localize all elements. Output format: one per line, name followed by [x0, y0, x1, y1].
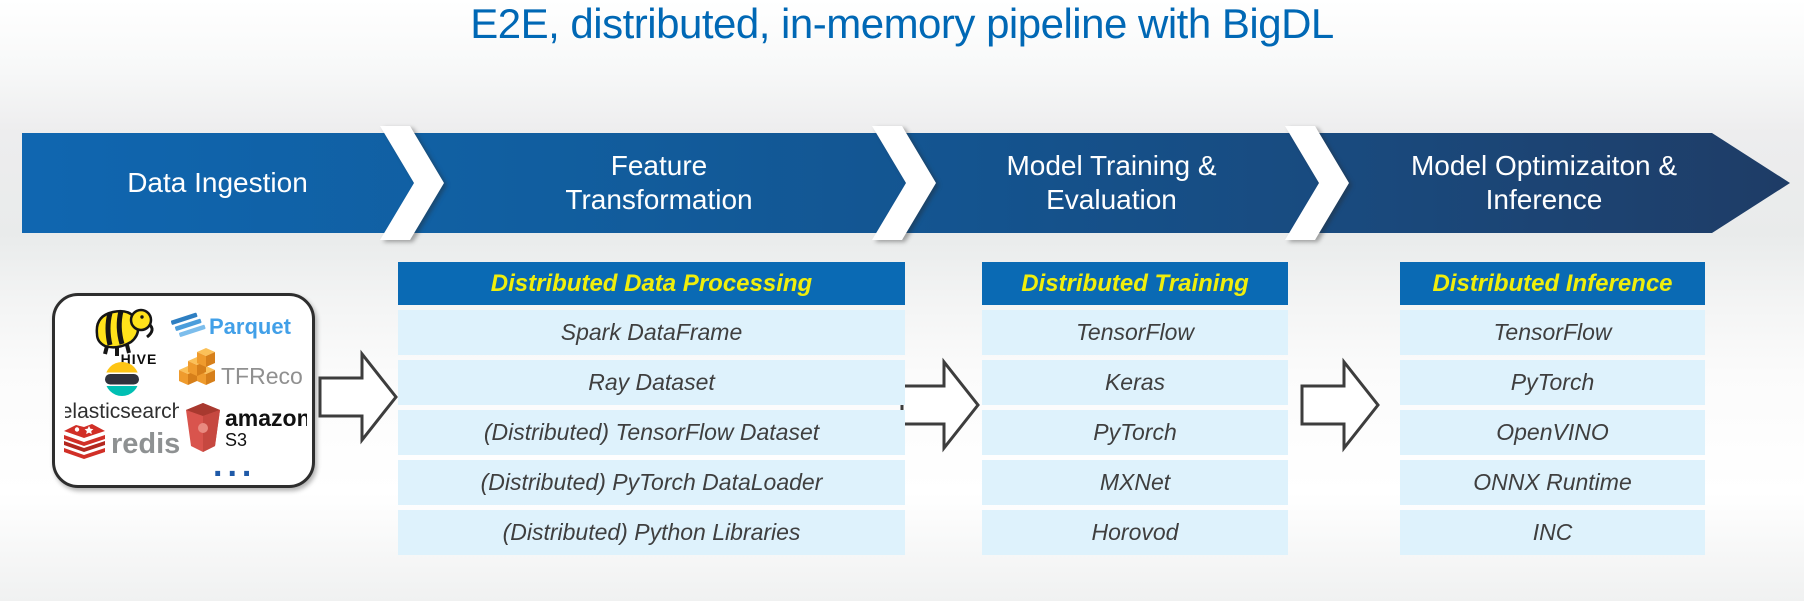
- table-header: Distributed Data Processing: [398, 262, 905, 305]
- table-row: (Distributed) PyTorch DataLoader: [398, 460, 905, 505]
- stage-model-training: Model Training & Evaluation: [905, 133, 1318, 233]
- chevron-separator-icon: [380, 126, 444, 240]
- stage-label: Evaluation: [1046, 184, 1177, 215]
- table-header: Distributed Training: [982, 262, 1288, 305]
- page-title: E2E, distributed, in-memory pipeline wit…: [470, 0, 1334, 47]
- stage-label: Transformation: [565, 184, 753, 215]
- table-distributed-data-processing: Distributed Data Processing Spark DataFr…: [398, 262, 905, 555]
- stage-label: Data Ingestion: [127, 167, 308, 198]
- table-row: Spark DataFrame: [398, 310, 905, 355]
- redis-label: redis: [111, 428, 180, 460]
- table-row: ONNX Runtime: [1400, 460, 1705, 505]
- chevron-separator-icon: [1285, 126, 1349, 240]
- stage-label: Inference: [1485, 184, 1603, 215]
- flow-arrow-icon: [1300, 357, 1380, 453]
- amazon-s3-logo-icon: amazon S3: [186, 403, 307, 452]
- stage-data-ingestion: Data Ingestion: [22, 133, 413, 233]
- chevron-separator-icon: [872, 126, 936, 240]
- tfrecord-logo-icon: TFRecord: [179, 348, 303, 389]
- table-distributed-inference: Distributed Inference TensorFlow PyTorch…: [1400, 262, 1705, 555]
- table-row: Keras: [982, 360, 1288, 405]
- stage-model-optimization: Model Optimizaiton & Inference: [1318, 133, 1790, 233]
- table-distributed-training: Distributed Training TensorFlow Keras Py…: [982, 262, 1288, 555]
- table-row: INC: [1400, 510, 1705, 555]
- hive-label: HIVE: [121, 351, 158, 367]
- table-row: OpenVINO: [1400, 410, 1705, 455]
- elasticsearch-label: elasticsearch: [65, 400, 179, 422]
- s3-label: S3: [225, 430, 247, 450]
- stage-label: Feature: [610, 150, 708, 181]
- table-row: TensorFlow: [982, 310, 1288, 355]
- tfrecord-label: TFRecord: [221, 363, 303, 389]
- parquet-logo-icon: Parquet: [171, 312, 292, 339]
- hive-logo-icon: HIVE: [95, 308, 158, 367]
- flow-arrow-icon: [900, 357, 980, 453]
- table-row: TensorFlow: [1400, 310, 1705, 355]
- more-sources-ellipsis: ...: [213, 446, 257, 484]
- data-sources-box: HIVE Parquet elasticsearch: [52, 293, 315, 488]
- table-row: MXNet: [982, 460, 1288, 505]
- table-row: PyTorch: [1400, 360, 1705, 405]
- redis-logo-icon: redis: [64, 424, 180, 460]
- stage-label: Model Optimizaiton &: [1410, 150, 1678, 181]
- table-row: PyTorch: [982, 410, 1288, 455]
- table-row: Ray Dataset: [398, 360, 905, 405]
- flow-arrow-icon: [318, 349, 398, 445]
- pipeline-banner: Data Ingestion Feature Transformation Mo…: [22, 126, 1790, 240]
- table-row: (Distributed) Python Libraries: [398, 510, 905, 555]
- parquet-label: Parquet: [209, 314, 292, 339]
- table-row: Horovod: [982, 510, 1288, 555]
- stage-feature-transformation: Feature Transformation: [413, 133, 905, 233]
- table-row: (Distributed) TensorFlow Dataset: [398, 410, 905, 455]
- amazon-label: amazon: [225, 405, 307, 431]
- stage-label: Model Training &: [1006, 150, 1217, 181]
- elasticsearch-logo-icon: elasticsearch: [65, 362, 179, 422]
- table-header: Distributed Inference: [1400, 262, 1705, 305]
